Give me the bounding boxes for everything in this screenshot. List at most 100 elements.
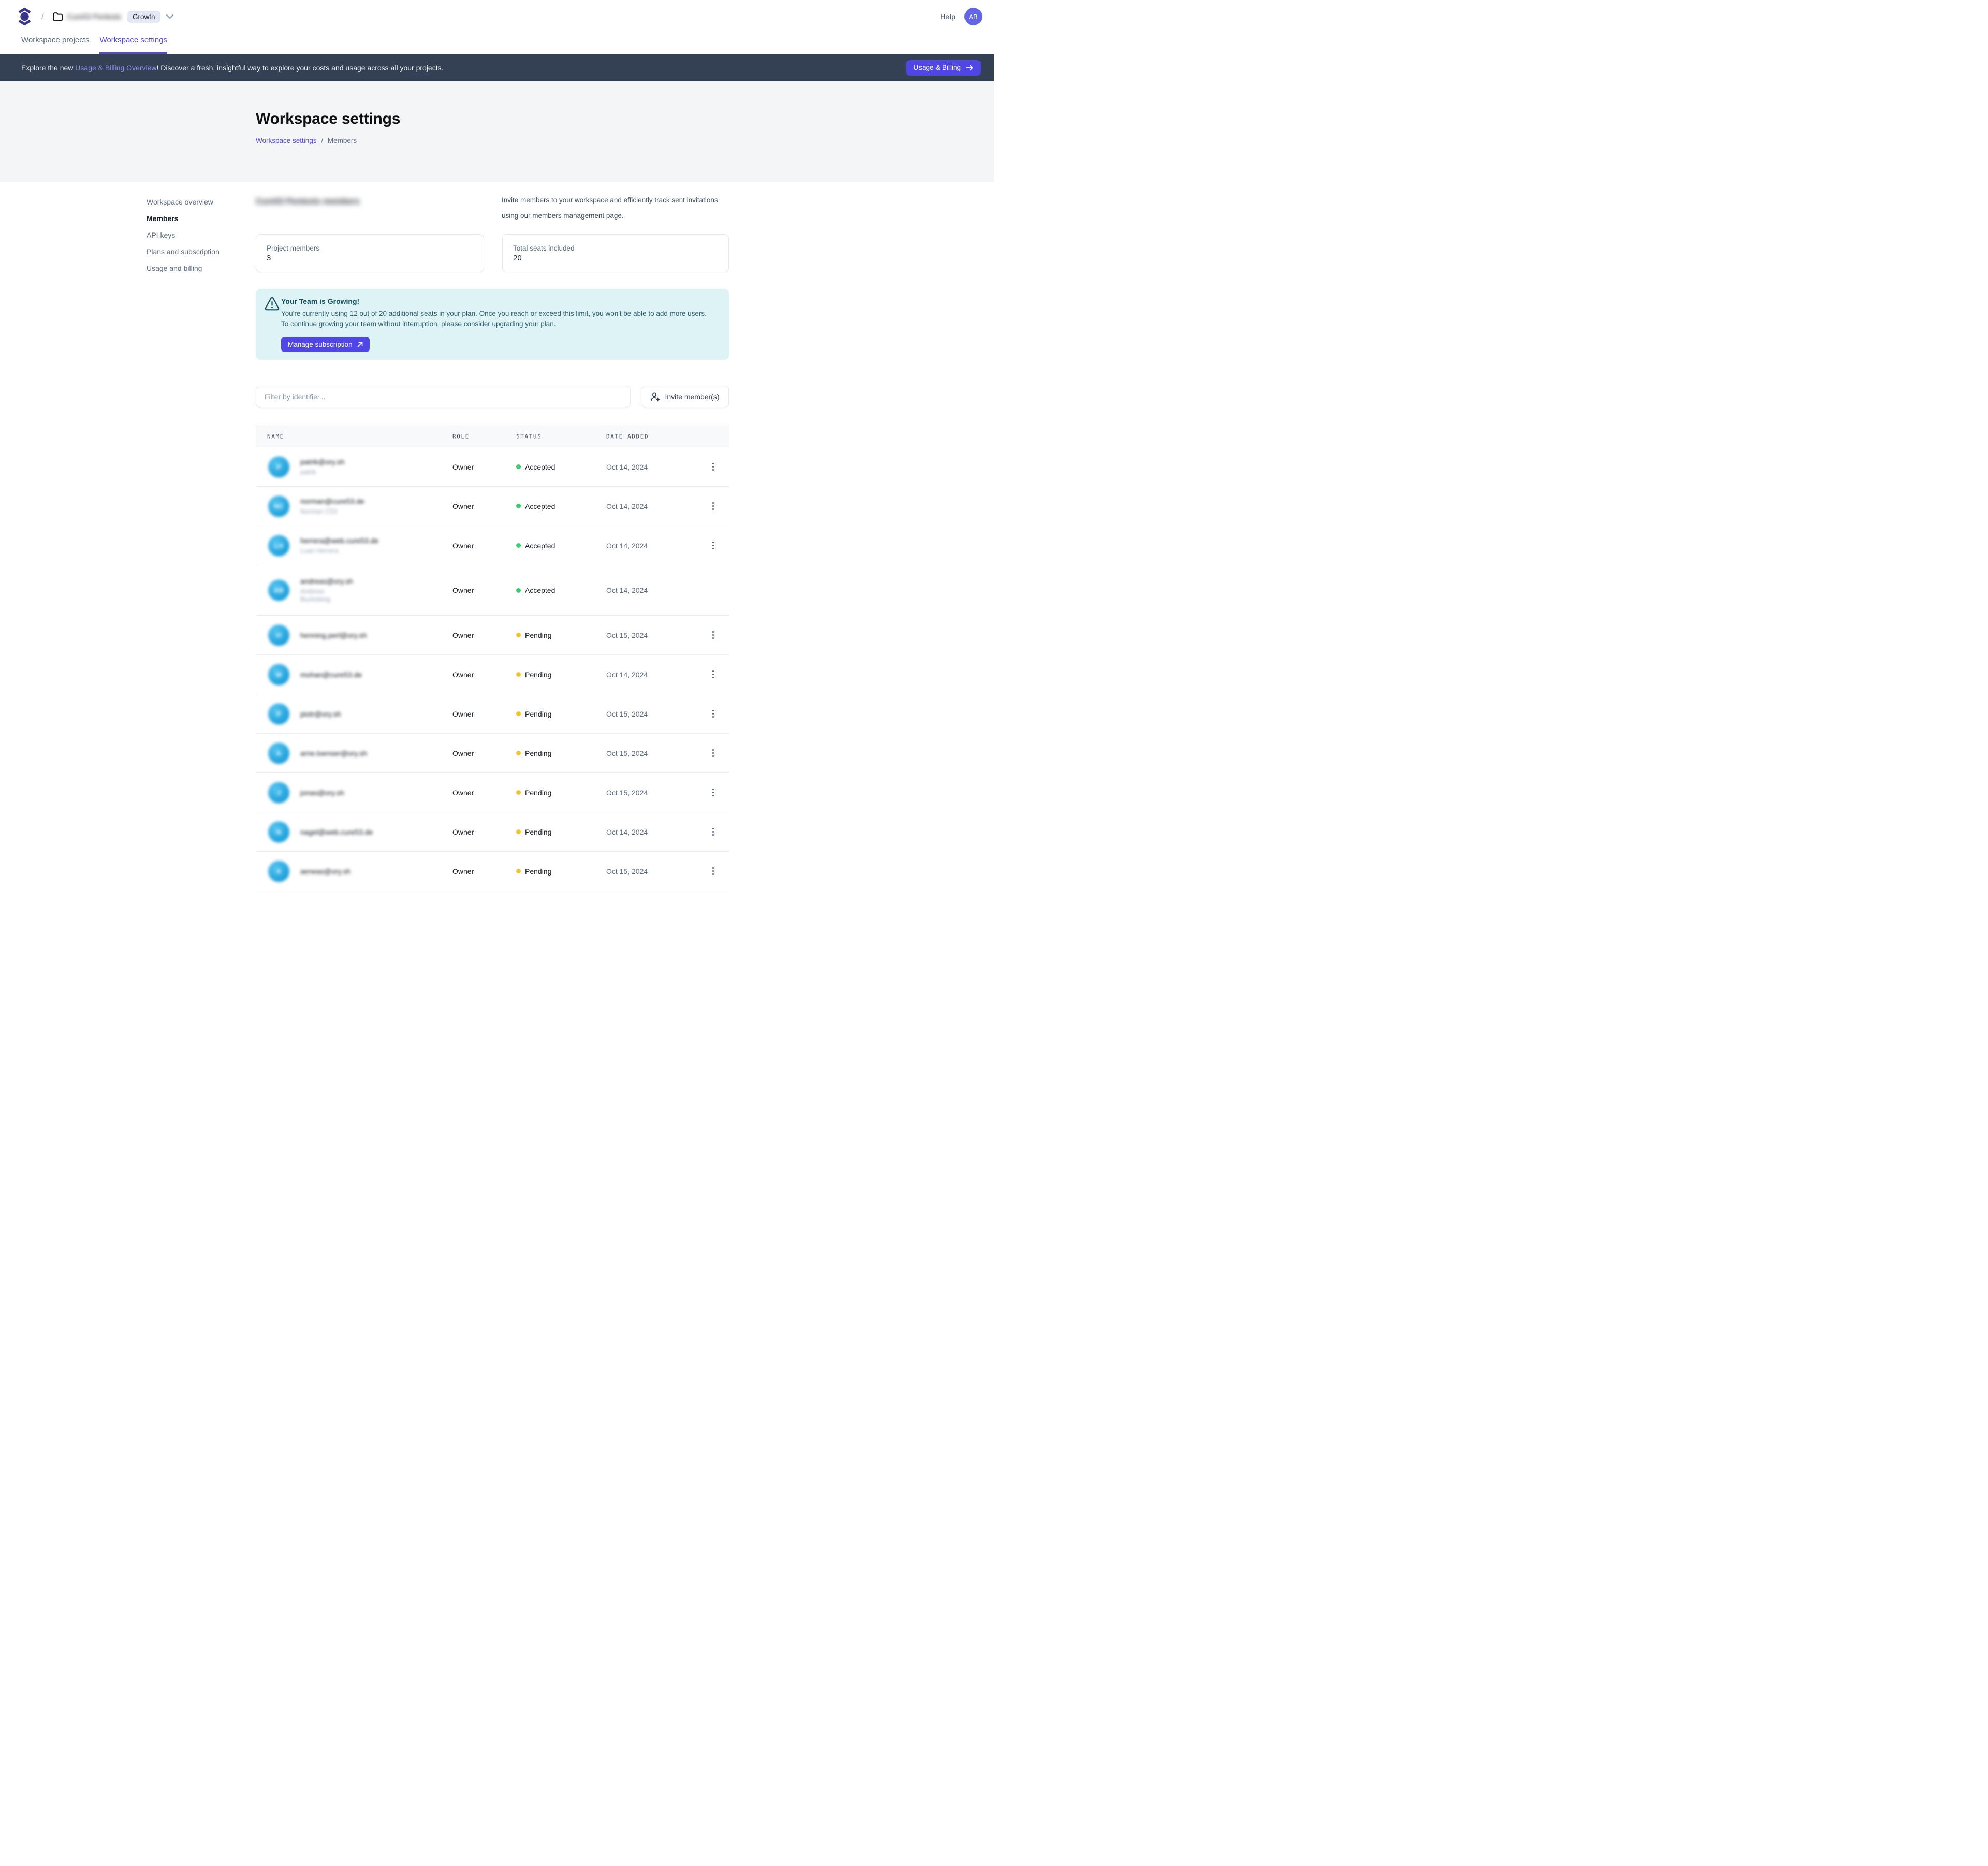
- ory-logo-icon[interactable]: [18, 8, 32, 25]
- member-date: Oct 15, 2024: [606, 631, 648, 639]
- sidebar-item-workspace-overview[interactable]: Workspace overview: [147, 198, 213, 206]
- member-date: Oct 15, 2024: [606, 788, 648, 797]
- table-row: AB andreas@ory.sh Andreas Bucksteeg Owne…: [256, 565, 729, 616]
- member-name: Norman C53: [300, 507, 337, 515]
- table-row: NC norman@cure53.de Norman C53 Owner Acc…: [256, 487, 729, 526]
- banner-text-prefix: Explore the new: [21, 63, 76, 72]
- tab-workspace-settings[interactable]: Workspace settings: [99, 28, 168, 54]
- banner-text-suffix: ! Discover a fresh, insightful way to ex…: [156, 63, 444, 72]
- row-menu-button[interactable]: [707, 747, 719, 760]
- user-avatar[interactable]: AB: [964, 8, 982, 25]
- breadcrumb: Workspace settings / Members: [256, 137, 357, 144]
- row-menu-button[interactable]: [707, 826, 719, 838]
- member-name: Andreas Bucksteeg: [300, 588, 331, 603]
- row-menu-button[interactable]: [707, 865, 719, 878]
- manage-subscription-button[interactable]: Manage subscription: [281, 337, 370, 352]
- member-identity: norman@cure53.de Norman C53: [300, 497, 364, 516]
- member-role: Owner: [452, 867, 474, 876]
- filter-input[interactable]: [256, 386, 631, 407]
- header-right: Help AB: [940, 8, 982, 25]
- table-row: H henning.perl@ory.sh Owner Pending Oct …: [256, 616, 729, 655]
- member-avatar: H: [268, 624, 289, 646]
- stat-card-total-seats: Total seats included 20: [502, 234, 729, 272]
- row-menu-button[interactable]: [707, 786, 719, 799]
- workspace-tabs: Workspace projects Workspace settings: [21, 28, 168, 54]
- sidebar-item-plans-subscription[interactable]: Plans and subscription: [147, 247, 220, 256]
- chevron-down-icon[interactable]: [166, 14, 174, 19]
- plan-badge[interactable]: Growth: [127, 10, 160, 23]
- member-email: patrik@ory.sh: [300, 457, 345, 466]
- row-menu-button[interactable]: [707, 668, 719, 681]
- breadcrumb-separator: /: [41, 11, 44, 21]
- member-date: Oct 15, 2024: [606, 749, 648, 757]
- tab-workspace-projects[interactable]: Workspace projects: [21, 36, 90, 45]
- member-email: jonas@ory.sh: [300, 788, 344, 797]
- row-menu-button[interactable]: [707, 708, 719, 720]
- member-date: Oct 14, 2024: [606, 502, 648, 511]
- member-identity: nagel@web.cure53.de: [300, 828, 373, 836]
- member-email: herrera@web.cure53.de: [300, 536, 379, 545]
- header-top-row: / Cure53 Pentests Growth Help AB: [18, 5, 982, 28]
- row-menu-button[interactable]: [707, 461, 719, 473]
- invite-members-button[interactable]: Invite member(s): [641, 386, 729, 407]
- status-label: Pending: [525, 631, 552, 639]
- status-dot: [516, 633, 521, 637]
- member-role: Owner: [452, 631, 474, 639]
- table-header-row: NAME ROLE STATUS DATE ADDED: [256, 426, 729, 447]
- status-label: Pending: [525, 749, 552, 757]
- usage-billing-button[interactable]: Usage & Billing: [906, 60, 981, 76]
- member-date: Oct 14, 2024: [606, 827, 648, 836]
- sidebar-item-members[interactable]: Members: [147, 214, 179, 223]
- member-status: Accepted: [516, 463, 555, 471]
- table-row: A arne.loenser@ory.sh Owner Pending Oct …: [256, 734, 729, 773]
- row-menu-button[interactable]: [707, 629, 719, 642]
- member-identity: arne.loenser@ory.sh: [300, 749, 367, 757]
- table-row: P piotr@ory.sh Owner Pending Oct 15, 202…: [256, 694, 729, 734]
- member-role: Owner: [452, 502, 474, 511]
- stat-value: 20: [513, 253, 522, 263]
- members-heading: Cure53 Pentests members: [256, 197, 360, 206]
- status-label: Pending: [525, 827, 552, 836]
- member-date: Oct 14, 2024: [606, 541, 648, 550]
- sidebar-item-usage-billing[interactable]: Usage and billing: [147, 264, 202, 272]
- status-label: Pending: [525, 867, 552, 876]
- help-link[interactable]: Help: [940, 12, 955, 21]
- member-date: Oct 14, 2024: [606, 670, 648, 679]
- member-avatar: M: [268, 664, 289, 685]
- usage-billing-banner: Explore the new Usage & Billing Overview…: [0, 54, 994, 81]
- table-row: P patrik@ory.sh patrik Owner Accepted Oc…: [256, 447, 729, 487]
- member-status: Pending: [516, 789, 551, 797]
- status-dot: [516, 751, 521, 755]
- sidebar-item-api-keys[interactable]: API keys: [147, 231, 176, 239]
- member-status: Accepted: [516, 502, 555, 511]
- breadcrumb-parent-link[interactable]: Workspace settings: [256, 137, 317, 144]
- member-avatar: A: [268, 861, 289, 882]
- member-role: Owner: [452, 541, 474, 550]
- page-hero: Workspace settings Workspace settings / …: [0, 81, 994, 182]
- workspace-name[interactable]: Cure53 Pentests: [67, 12, 122, 21]
- banner-text: Explore the new Usage & Billing Overview…: [21, 64, 444, 72]
- members-description: Invite members to your workspace and eff…: [502, 196, 718, 220]
- status-dot: [516, 588, 521, 593]
- status-dot: [516, 504, 521, 508]
- banner-link[interactable]: Usage & Billing Overview: [75, 63, 157, 72]
- status-dot: [516, 869, 521, 873]
- row-menu-button[interactable]: [707, 500, 719, 513]
- table-row: A aeneas@ory.sh Owner Pending Oct 15, 20…: [256, 852, 729, 891]
- member-email: mohan@cure53.de: [300, 670, 362, 679]
- member-avatar: A: [268, 742, 289, 764]
- row-menu-button[interactable]: [707, 540, 719, 552]
- member-date: Oct 14, 2024: [606, 586, 648, 594]
- member-role: Owner: [452, 670, 474, 679]
- member-role: Owner: [452, 788, 474, 797]
- member-status: Pending: [516, 710, 551, 718]
- status-label: Accepted: [525, 462, 556, 471]
- warning-icon: [265, 297, 280, 311]
- arrow-right-icon: [966, 65, 973, 70]
- member-avatar: LH: [268, 535, 289, 556]
- folder-icon: [53, 12, 63, 21]
- member-role: Owner: [452, 749, 474, 757]
- member-identity: herrera@web.cure53.de Luan Herrera: [300, 536, 378, 555]
- status-dot: [516, 464, 521, 469]
- member-identity: patrik@ory.sh patrik: [300, 458, 345, 476]
